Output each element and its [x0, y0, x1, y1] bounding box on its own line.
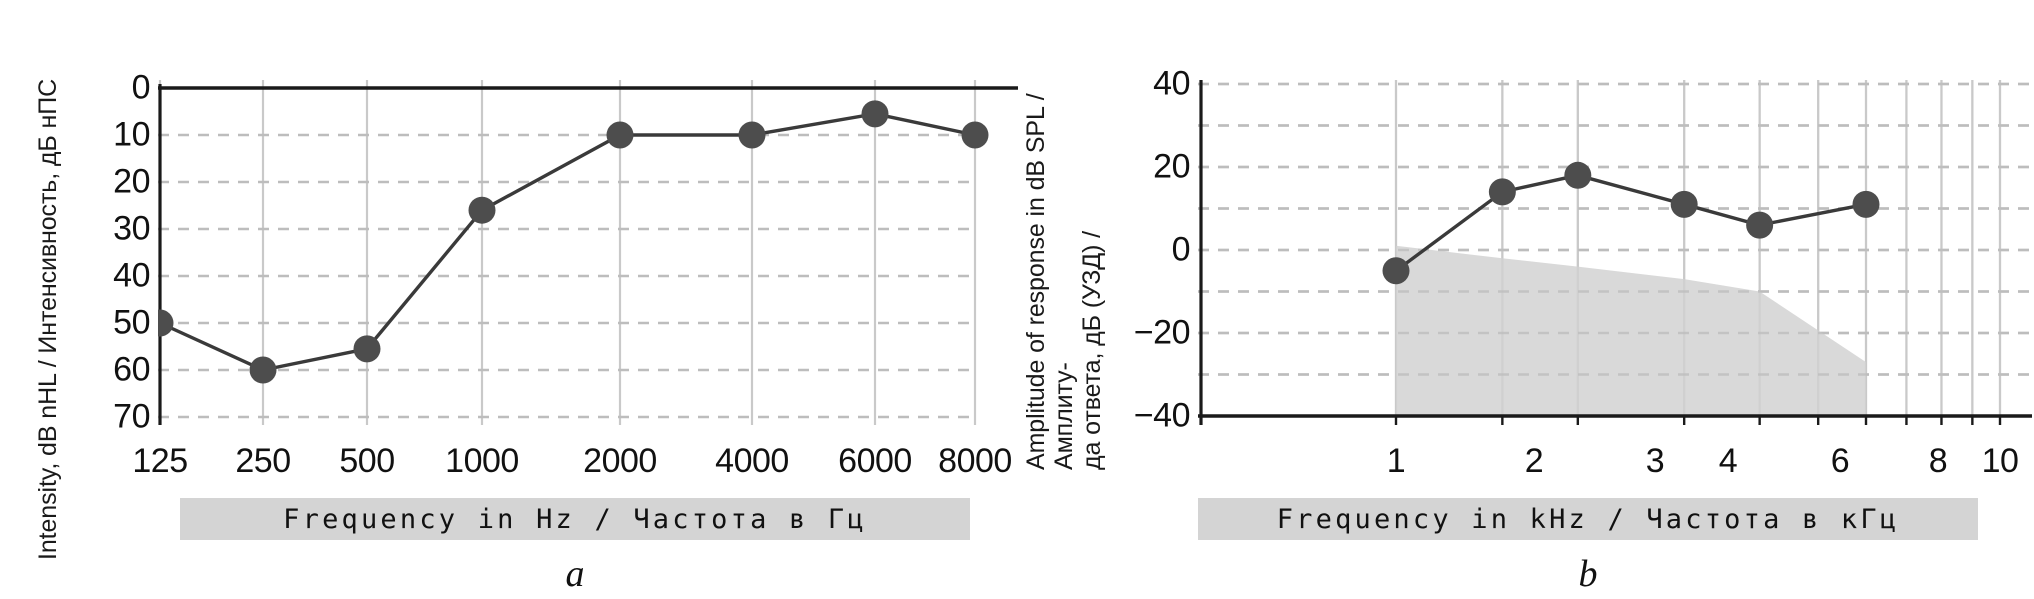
- panel-b-x-axis-title: Frequency in kHz / Частота в кГц: [1198, 498, 1978, 540]
- panel-a: Intensity, dB nHL / Интенсивность, дБ нП…: [0, 0, 1018, 599]
- data-point: [1852, 190, 1880, 218]
- panel-b-letter: b: [1578, 553, 1598, 595]
- data-point: [158, 309, 174, 337]
- panel-b-y-tick: 40: [1153, 64, 1190, 103]
- panel-a-y-tick: 50: [113, 303, 150, 342]
- panel-a-y-tick: 70: [113, 397, 150, 436]
- panel-a-y-tick: 40: [113, 256, 150, 295]
- panel-a-y-tick: 0: [131, 68, 151, 107]
- data-point: [1382, 257, 1410, 285]
- data-point: [738, 121, 766, 149]
- panel-b-series-line: [1394, 173, 1867, 273]
- panel-b-vertical-gridlines-overlay: [1394, 80, 2002, 416]
- data-point: [353, 335, 381, 363]
- data-point: [1670, 190, 1698, 218]
- panel-a-x-tick: 2000: [583, 442, 657, 480]
- panel-b-plot-area: [1198, 80, 2032, 425]
- panel-b-series-markers: [1382, 161, 1880, 285]
- data-point: [961, 121, 989, 149]
- panel-b-y-tick: −40: [1133, 396, 1191, 435]
- panel-a-x-tick: 1000: [445, 442, 519, 480]
- panel-b-x-tick: 3: [1645, 442, 1665, 480]
- panel-b-x-tick: 4: [1718, 442, 1738, 480]
- panel-b: Amplitude of response in dB SPL / Амплит…: [1000, 0, 2034, 599]
- panel-a-y-tick: 30: [113, 209, 150, 248]
- panel-b-y-tick: 0: [1171, 230, 1191, 269]
- panel-b-x-tick-marks: [1394, 416, 2002, 425]
- panel-b-x-tick: 10: [1981, 442, 2019, 480]
- panel-a-x-tick: 4000: [715, 442, 789, 480]
- panel-a-series-line: [159, 112, 976, 372]
- panel-a-x-tick: 6000: [838, 442, 912, 480]
- panel-a-plot-area: [158, 80, 1018, 425]
- data-point: [606, 121, 634, 149]
- panel-a-x-tick: 250: [235, 442, 291, 480]
- panel-a-y-tick: 20: [113, 162, 150, 201]
- data-point: [1746, 211, 1774, 239]
- panel-b-x-tick: 8: [1928, 442, 1948, 480]
- data-point: [861, 100, 889, 128]
- data-point: [468, 196, 496, 224]
- data-point: [249, 356, 277, 384]
- panel-a-letter: a: [565, 553, 585, 595]
- panel-b-x-tick: 6: [1830, 442, 1850, 480]
- panel-b-x-tick: 1: [1386, 442, 1406, 480]
- panel-a-vertical-gridlines: [158, 80, 977, 425]
- panel-a-x-tick: 500: [339, 442, 395, 480]
- panel-a-x-tick: 125: [132, 442, 188, 480]
- panel-a-x-tick: 8000: [938, 442, 1012, 480]
- panel-a-series-markers: [158, 100, 989, 384]
- panel-b-y-tick: 20: [1153, 147, 1190, 186]
- panel-a-y-tick: 10: [113, 115, 150, 154]
- data-point: [1488, 178, 1516, 206]
- panel-b-x-tick: 2: [1524, 442, 1544, 480]
- panel-a-x-axis-title: Frequency in Hz / Частота в Гц: [180, 498, 970, 540]
- panel-b-y-tick: −20: [1133, 313, 1191, 352]
- panel-b-noise-floor-area: [1396, 245, 1866, 416]
- panel-a-y-tick: 60: [113, 350, 150, 389]
- data-point: [1564, 161, 1592, 189]
- panel-a-horizontal-gridlines: [158, 133, 978, 419]
